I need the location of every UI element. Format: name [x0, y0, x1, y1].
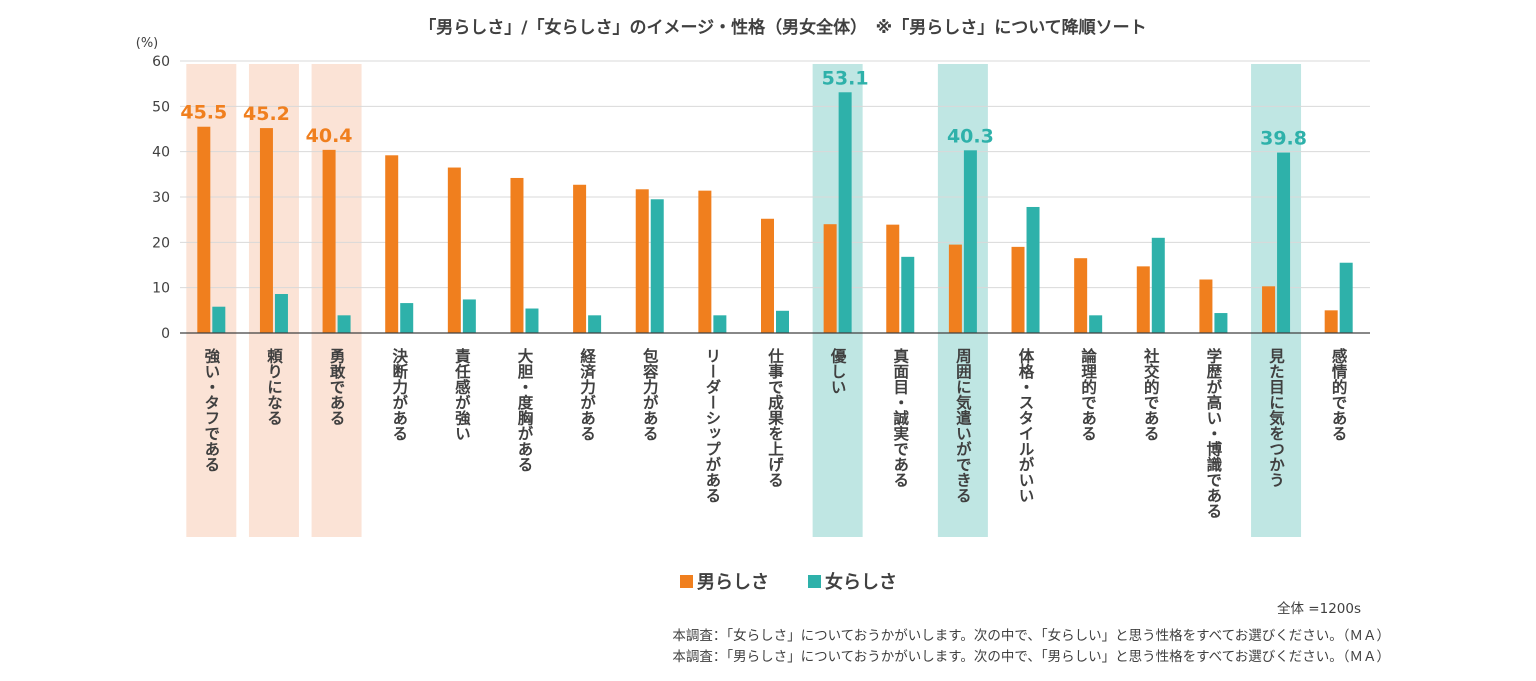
category-label-10: 優しい [829, 347, 848, 395]
category-label-11: 真面目・誠実である [891, 347, 909, 488]
legend-label-1: 女らしさ [825, 571, 897, 593]
category-label-17: 見た目に気をつかう [1267, 348, 1286, 488]
category-label-16: 学歴が高い・博識である [1204, 347, 1222, 519]
gridlines [180, 60, 1370, 289]
y-tick-label: 0 [161, 326, 170, 342]
category-label-7: 包容力がある [641, 347, 660, 442]
bar-s1-11 [901, 256, 915, 333]
bar-s1-13 [1026, 206, 1040, 333]
category-labels: 強い・タフである 頼りになる 勇敢である 決断力がある 責任感が強い 大胆・度胸がある 経済… [202, 347, 1347, 519]
highlight-band-2 [311, 64, 362, 537]
highlight-band-4 [937, 64, 988, 537]
bar-s1-1 [274, 294, 288, 333]
y-tick-label: 50 [152, 99, 170, 115]
category-label-18: 感情的である [1330, 347, 1348, 442]
category-label-15: 社交的である [1142, 347, 1161, 442]
bar-s1-2 [337, 315, 351, 333]
bar-s1-7 [650, 199, 664, 333]
y-axis-ticks: 0 10 20 30 40 50 60 [152, 54, 170, 342]
category-label-14: 論理的である [1079, 347, 1097, 442]
bar-s1-12 [963, 150, 977, 333]
category-label-3: 決断力がある [390, 347, 408, 442]
y-tick-label: 20 [152, 235, 170, 251]
footnote-line-1: 本調査：「女らしさ」についておうかがいします。次の中で、「女らしい」と思う性格を… [672, 627, 1390, 644]
data-label: 45.2 [243, 103, 290, 125]
data-labels: 45.5 45.2 40.4 53.1 40.3 39.8 [180, 67, 1307, 149]
bar-s0-1 [259, 128, 273, 333]
bar-s1-5 [525, 308, 539, 333]
data-label: 40.3 [947, 125, 994, 147]
bar-s0-15 [1136, 266, 1150, 333]
bar-s0-16 [1199, 279, 1213, 333]
bar-s0-10 [823, 224, 837, 333]
bar-s1-17 [1277, 152, 1291, 333]
bar-s0-7 [635, 189, 649, 333]
category-label-12: 周囲に気遣いができる [954, 348, 972, 504]
bar-s0-6 [573, 184, 587, 333]
bar-s0-8 [698, 190, 712, 333]
bar-s1-8 [713, 315, 727, 333]
category-label-1: 頼りになる [265, 347, 283, 426]
legend-label-0: 男らしさ [697, 572, 769, 593]
bar-s1-18 [1339, 262, 1353, 333]
y-tick-label: 40 [152, 145, 170, 161]
category-label-4: 責任感が強い [453, 347, 472, 441]
bar-s1-4 [462, 299, 476, 333]
category-label-9: 仕事で成果を上げる [766, 347, 785, 488]
chart-title: 「男らしさ」/「女らしさ」のイメージ・性格（男女全体） ※「男らしさ」について降… [419, 17, 1146, 38]
legend-swatch-0 [680, 575, 693, 588]
highlight-band-3 [812, 64, 863, 537]
bar-s0-0 [197, 126, 211, 333]
bars [197, 92, 1353, 333]
sample-size-note: 全体 =1200s [1277, 600, 1361, 617]
bar-s1-14 [1089, 315, 1103, 333]
highlight-band-1 [248, 64, 299, 537]
category-label-8: リーダーシップがある [703, 348, 721, 503]
bar-s0-14 [1074, 258, 1088, 333]
bar-s0-11 [886, 224, 900, 333]
y-tick-label: 60 [152, 54, 170, 70]
bar-s0-18 [1324, 310, 1338, 333]
category-label-0: 強い・タフである [202, 347, 220, 473]
bar-s1-0 [212, 306, 226, 333]
legend-swatch-1 [808, 575, 821, 588]
y-tick-label: 10 [152, 281, 170, 297]
bar-s0-9 [761, 218, 774, 333]
legend: 男らしさ 女らしさ [680, 571, 897, 593]
data-label: 39.8 [1260, 128, 1307, 150]
category-label-2: 勇敢である [328, 348, 346, 426]
highlight-band-5 [1251, 64, 1302, 537]
bar-s0-5 [510, 177, 524, 333]
y-axis-unit-label: (%) [136, 36, 159, 51]
y-tick-label: 30 [152, 190, 170, 206]
bar-s0-2 [322, 149, 336, 333]
bar-s1-16 [1214, 313, 1228, 333]
highlight-band-0 [186, 64, 237, 537]
bar-s0-13 [1011, 246, 1025, 333]
data-label: 40.4 [306, 125, 353, 147]
bar-s1-15 [1151, 237, 1165, 333]
bar-s0-4 [447, 167, 461, 333]
category-label-6: 経済力がある [578, 347, 596, 442]
category-label-13: 体格・スタイルがいい [1017, 347, 1035, 503]
footnote-line-2: 本調査：「男らしさ」についておうかがいします。次の中で、「男らしい」と思う性格を… [672, 649, 1390, 665]
bar-s0-12 [948, 244, 962, 333]
data-label: 45.5 [180, 102, 227, 124]
bar-s1-10 [838, 92, 852, 333]
data-label: 53.1 [822, 67, 869, 89]
highlight-bands [186, 64, 1302, 537]
bar-s0-17 [1262, 286, 1276, 333]
bar-s1-6 [588, 315, 602, 333]
bar-s0-3 [385, 155, 399, 333]
bar-s1-3 [400, 303, 414, 333]
category-label-5: 大胆・度胸がある [515, 347, 533, 473]
bar-s1-9 [776, 310, 789, 333]
